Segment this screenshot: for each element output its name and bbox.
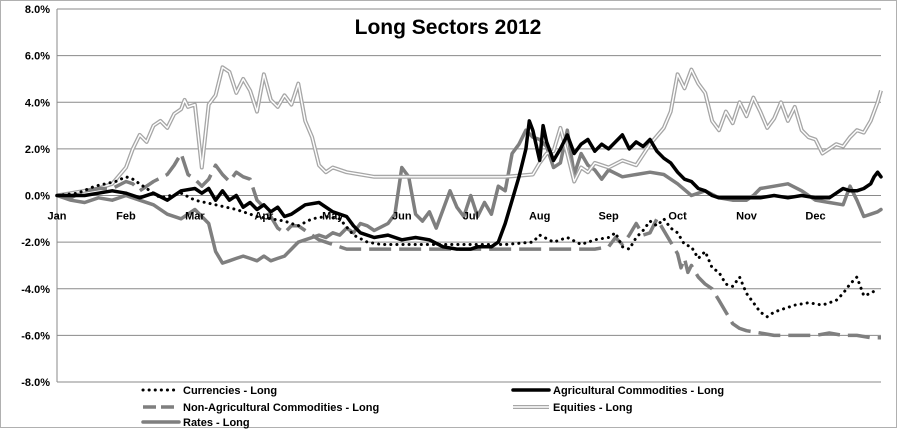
- y-tick-label: -4.0%: [21, 284, 50, 296]
- y-tick-label: 8.0%: [25, 4, 50, 16]
- legend-label: Agricultural Commodities - Long: [553, 385, 724, 397]
- y-tick-label: 2.0%: [25, 144, 50, 156]
- x-tick-label: Jul: [463, 211, 479, 223]
- y-tick-label: -8.0%: [21, 377, 50, 389]
- legend-item-non-agricultural-commodities-long: Non-Agricultural Commodities - Long: [143, 402, 379, 414]
- y-tick-label: -2.0%: [21, 237, 50, 249]
- x-tick-label: Jun: [392, 211, 412, 223]
- x-tick-label: Dec: [805, 211, 825, 223]
- x-tick-label: Aug: [529, 211, 550, 223]
- x-tick-label: Apr: [254, 211, 274, 223]
- y-tick-label: -6.0%: [21, 330, 50, 342]
- y-tick-label: 6.0%: [25, 51, 50, 63]
- x-tick-label: Jan: [48, 211, 67, 223]
- legend-label: Equities - Long: [553, 402, 632, 414]
- x-tick-label: Mar: [185, 211, 205, 223]
- x-tick-label: Sep: [599, 211, 619, 223]
- legend: Currencies - Long Agricultural Commoditie…: [141, 385, 724, 429]
- legend-item-rates-long: Rates - Long: [141, 417, 250, 429]
- x-tick-label: Nov: [736, 211, 758, 223]
- legend-item-agricultural-commodities-long: Agricultural Commodities - Long: [511, 385, 724, 397]
- series-line-agricultural-commodities-long: [55, 119, 883, 251]
- y-axis-ticks: 8.0% 6.0% 4.0% 2.0% 0.0% -2.0% -4.0% -6.0% -8.0%: [21, 4, 50, 389]
- legend-label: Rates - Long: [183, 417, 250, 429]
- legend-label: Non-Agricultural Commodities - Long: [183, 402, 379, 414]
- x-axis-ticks: Jan Feb Mar Apr May Jun Jul Aug Sep Oct Nov Dec: [48, 211, 826, 223]
- x-tick-label: Feb: [116, 211, 136, 223]
- x-tick-label: Oct: [668, 211, 687, 223]
- legend-item-equities-long: Equities - Long: [513, 402, 632, 414]
- x-tick-label: May: [322, 211, 344, 223]
- legend-label: Currencies - Long: [183, 385, 277, 397]
- series-line-equities-long: [56, 66, 882, 197]
- series-lines: [55, 65, 883, 340]
- chart-title: Long Sectors 2012: [355, 16, 542, 39]
- y-tick-label: 0.0%: [25, 191, 50, 203]
- y-tick-label: 4.0%: [25, 97, 50, 109]
- series-line-currencies-long: [55, 175, 880, 319]
- legend-item-currencies-long: Currencies - Long: [141, 385, 277, 397]
